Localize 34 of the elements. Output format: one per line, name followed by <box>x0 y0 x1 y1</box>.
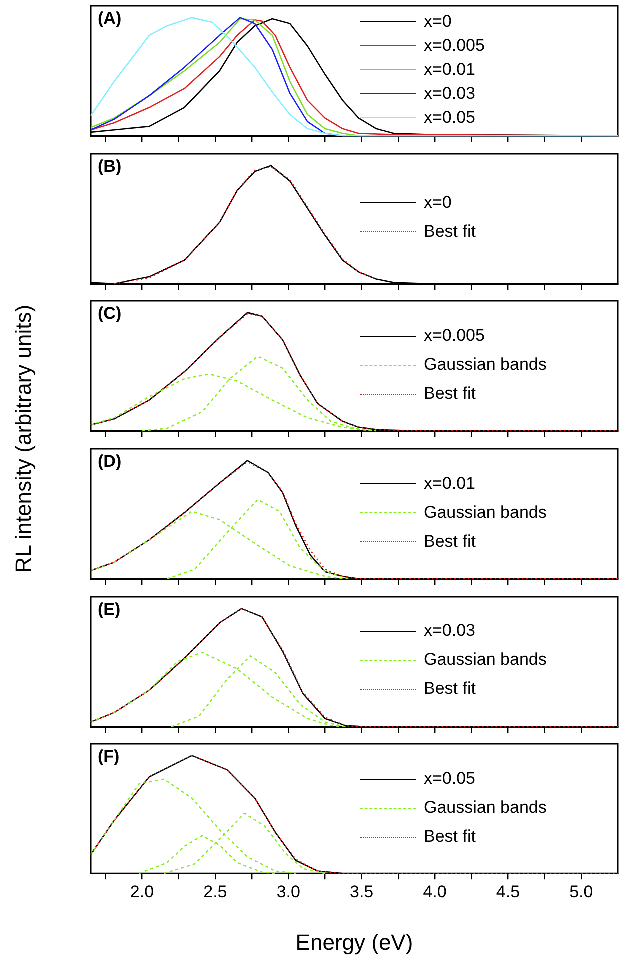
legend-label: x=0.05 <box>424 108 476 128</box>
legend-label: Best fit <box>424 384 476 404</box>
chart-title: (C) <box>98 304 122 324</box>
legend-label: x=0.005 <box>424 326 485 346</box>
x-axis-title: Energy (eV) <box>296 930 414 956</box>
legend-label: x=0.03 <box>424 621 476 642</box>
legend-label: Best fit <box>424 222 476 242</box>
x-tick-label: 4.5 <box>496 882 520 902</box>
chart-title: (D) <box>98 452 122 472</box>
legend-label: Gaussian bands <box>424 650 547 670</box>
legend-label: Best fit <box>424 827 476 848</box>
x-tick-label: 2.0 <box>130 882 154 902</box>
x-tick-label: 2.5 <box>204 882 228 902</box>
chart-title: (F) <box>98 748 120 767</box>
y-axis-title: RL intensity (arbitrary units) <box>11 304 37 574</box>
chart-title: (E) <box>98 600 121 619</box>
legend-label: x=0.01 <box>424 474 476 494</box>
legend-label: x=0 <box>424 192 452 213</box>
legend-label: Best fit <box>424 679 476 700</box>
legend-label: Gaussian bands <box>424 502 547 523</box>
legend-label: Gaussian bands <box>424 798 547 818</box>
legend-label: Gaussian bands <box>424 355 547 376</box>
chart-title: (A) <box>98 9 122 28</box>
legend-label: x=0 <box>424 12 452 32</box>
x-tick-label: 4.0 <box>423 882 447 902</box>
legend-label: x=0.01 <box>424 60 476 80</box>
legend-label: x=0.005 <box>424 36 485 56</box>
x-tick-label: 5.0 <box>570 882 594 902</box>
legend-label: x=0.05 <box>424 769 476 790</box>
chart-title: (B) <box>98 156 122 176</box>
legend-label: x=0.03 <box>424 84 476 104</box>
x-tick-label: 3.0 <box>276 882 300 902</box>
x-tick-label: 3.5 <box>350 882 374 902</box>
legend-label: Best fit <box>424 532 476 552</box>
